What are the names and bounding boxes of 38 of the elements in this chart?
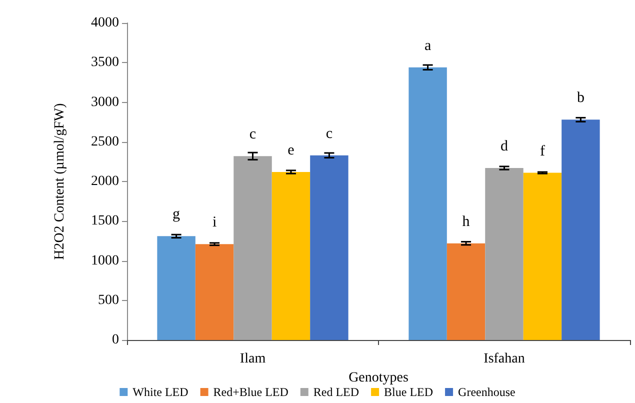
data-label: f — [540, 143, 545, 160]
legend-label: Blue LED — [384, 385, 434, 399]
y-tick-label: 2000 — [91, 174, 119, 189]
bar — [272, 172, 310, 340]
bar — [446, 243, 486, 340]
x-tick-label: Isfahan — [484, 352, 525, 366]
data-label: e — [288, 142, 295, 158]
y-tick-label: 1500 — [91, 214, 119, 229]
y-tick-label: 2500 — [91, 134, 119, 150]
x-tick-label: Ilam — [240, 352, 266, 366]
data-label: i — [212, 214, 217, 231]
bar — [485, 168, 524, 340]
bar — [562, 120, 600, 340]
legend-label: Red+Blue LED — [213, 385, 289, 399]
y-tick-label: 0 — [112, 332, 119, 348]
bar — [310, 155, 348, 340]
legend-label: Greenhouse — [458, 385, 516, 399]
data-label: a — [424, 38, 432, 54]
data-label: c — [249, 126, 256, 143]
bar — [408, 67, 447, 340]
bar — [157, 236, 196, 340]
data-label: g — [172, 206, 181, 223]
bar — [523, 172, 562, 340]
legend-label: White LED — [132, 385, 189, 399]
y-tick-label: 500 — [98, 292, 119, 308]
y-tick-label: 1000 — [91, 253, 119, 268]
bar — [234, 156, 272, 340]
y-tick-label: 4000 — [91, 16, 119, 30]
y-axis-title: H2O2 Content (µmol/gFW) — [52, 102, 68, 260]
data-label: h — [462, 214, 470, 230]
x-axis-title: Genotypes — [348, 370, 408, 386]
data-label: c — [326, 126, 333, 142]
bar — [195, 244, 234, 340]
data-label: b — [576, 90, 584, 106]
y-tick-label: 3500 — [91, 55, 119, 70]
legend-label: Red LED — [313, 385, 360, 399]
data-label: d — [500, 138, 508, 155]
y-tick-label: 3000 — [91, 94, 119, 110]
